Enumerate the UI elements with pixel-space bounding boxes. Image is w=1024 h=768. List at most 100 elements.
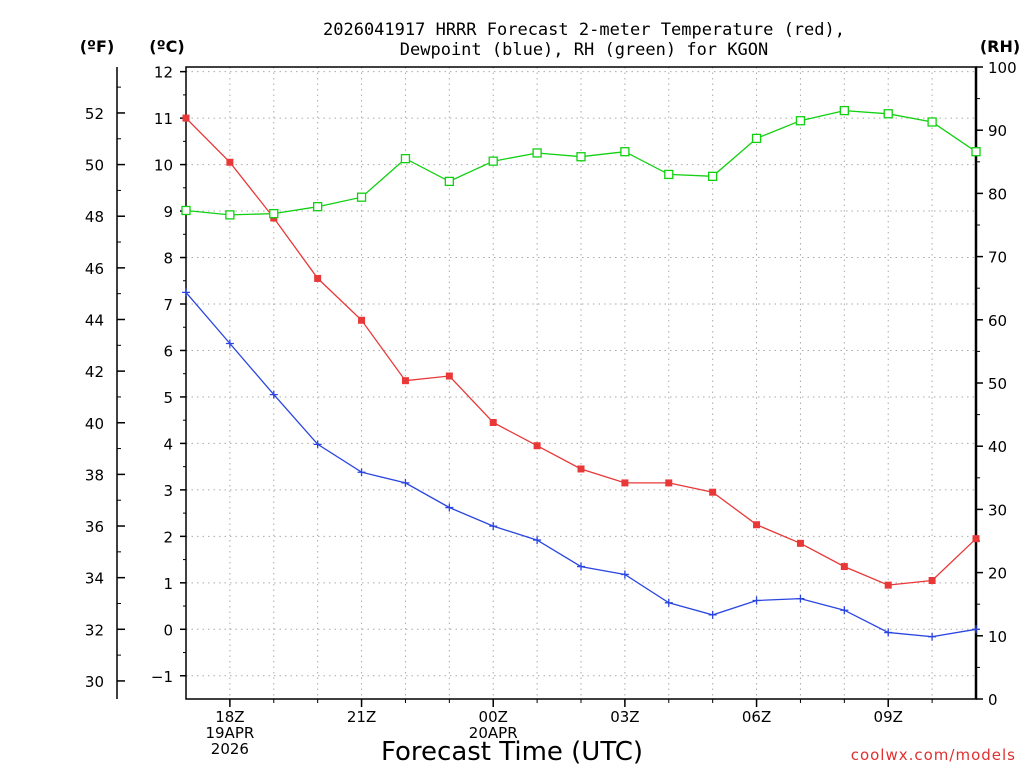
dewpoint-point xyxy=(796,594,805,603)
celsius-tick-label: 2 xyxy=(163,528,173,546)
temperature-point xyxy=(796,539,804,547)
temperature-point xyxy=(489,419,497,426)
celsius-tick-label: 0 xyxy=(163,621,173,639)
celsius-tick-label: 3 xyxy=(163,482,173,500)
celsius-tick-label: 1 xyxy=(163,575,173,593)
celsius-tick-label: 8 xyxy=(163,250,173,268)
rh-point xyxy=(620,147,630,157)
celsius-tick-label: 11 xyxy=(154,110,173,128)
celsius-tick-label: 6 xyxy=(163,342,173,360)
fahrenheit-tick-label: 52 xyxy=(85,105,104,123)
rh-point xyxy=(181,205,191,216)
series-layer xyxy=(181,105,981,641)
rh-point xyxy=(356,192,367,202)
rh-point xyxy=(708,171,718,181)
time-tick-label: 2026 xyxy=(211,740,249,758)
dewpoint-point xyxy=(489,522,498,531)
dewpoint-point xyxy=(664,598,673,607)
dewpoint-point xyxy=(533,536,542,545)
fahrenheit-tick-label: 40 xyxy=(85,415,104,433)
rh-point xyxy=(225,210,235,220)
fahrenheit-tick-label: 36 xyxy=(85,518,104,536)
time-tick-label: 20APR xyxy=(469,724,518,742)
temperature-point xyxy=(445,372,453,380)
rh-axis: 0 10 20 30 40 50 60 70 80 90 100 xyxy=(976,59,1017,709)
temperature-point xyxy=(577,465,585,473)
temperature-point xyxy=(709,488,717,496)
rh-point xyxy=(971,147,981,157)
celsius-unit-label: (ºC) xyxy=(149,37,184,56)
fahrenheit-tick-label: 42 xyxy=(85,363,104,381)
fahrenheit-tick-label: 48 xyxy=(85,208,104,226)
celsius-tick-label: 4 xyxy=(163,435,173,453)
rh-point xyxy=(444,176,454,187)
celsius-tick-label: 5 xyxy=(163,389,173,407)
fahrenheit-tick-label: 30 xyxy=(85,673,104,691)
rh-point xyxy=(532,148,542,158)
temperature-point xyxy=(972,535,980,543)
rh-point xyxy=(839,105,849,116)
chart-title-line1: 2026041917 HRRR Forecast 2-meter Tempera… xyxy=(323,20,845,40)
dewpoint-point xyxy=(972,625,980,634)
temperature-point xyxy=(358,316,366,324)
temperature-point xyxy=(840,563,848,571)
time-tick-label: 21Z xyxy=(347,708,376,726)
rh-point xyxy=(400,153,411,164)
series-0 xyxy=(182,114,980,589)
temperature-point xyxy=(665,479,673,487)
time-tick-label: 00Z xyxy=(479,708,508,726)
series-1 xyxy=(182,288,980,641)
rh-point xyxy=(795,116,806,126)
rh-unit-label: (RH) xyxy=(980,37,1020,56)
rh-point xyxy=(576,152,586,162)
celsius-tick-label: −1 xyxy=(151,668,173,686)
dewpoint-point xyxy=(401,478,410,487)
fahrenheit-tick-label: 32 xyxy=(85,621,104,639)
time-tick-label: 03Z xyxy=(610,708,639,726)
rh-point xyxy=(751,133,762,144)
dewpoint-point xyxy=(445,503,454,512)
rh-point xyxy=(488,156,498,166)
rh-tick-label: 80 xyxy=(988,185,1007,203)
rh-tick-label: 10 xyxy=(988,628,1007,646)
dewpoint-point xyxy=(269,390,278,399)
celsius-tick-label: 7 xyxy=(163,296,173,314)
rh-tick-label: 0 xyxy=(988,691,998,709)
rh-point xyxy=(313,202,323,212)
dewpoint-point xyxy=(752,596,761,605)
dewpoint-point xyxy=(928,632,937,641)
temperature-point xyxy=(401,377,409,385)
grid-lines xyxy=(186,67,976,699)
time-tick-label: 06Z xyxy=(742,708,771,726)
dewpoint-point xyxy=(357,468,366,477)
time-tick-label: 18Z xyxy=(215,708,244,726)
rh-point xyxy=(269,208,279,219)
rh-point xyxy=(664,169,674,180)
dewpoint-point xyxy=(182,288,190,297)
dewpoint-point xyxy=(884,628,893,637)
fahrenheit-unit-label: (ºF) xyxy=(80,37,115,56)
celsius-tick-label: 9 xyxy=(163,203,173,221)
dewpoint-point xyxy=(620,570,629,579)
fahrenheit-tick-label: 50 xyxy=(85,157,104,175)
temperature-point xyxy=(621,479,629,487)
credit-text: coolwx.com/models xyxy=(851,746,1016,764)
temperature-point xyxy=(182,114,190,122)
dewpoint-point xyxy=(313,440,322,449)
temperature-point xyxy=(884,581,892,589)
temperature-point xyxy=(533,442,541,450)
temperature-point xyxy=(928,577,936,584)
fahrenheit-tick-label: 46 xyxy=(85,260,104,278)
fahrenheit-axis: 30 32 34 36 38 40 42 44 46 48 50 52 xyxy=(85,86,125,691)
rh-tick-label: 90 xyxy=(988,122,1007,140)
fahrenheit-tick-label: 34 xyxy=(85,570,104,588)
fahrenheit-tick-label: 44 xyxy=(85,311,104,329)
rh-point xyxy=(883,109,893,119)
temperature-point xyxy=(753,521,761,529)
fahrenheit-tick-label: 38 xyxy=(85,466,104,484)
rh-tick-label: 70 xyxy=(988,249,1007,267)
rh-tick-label: 30 xyxy=(988,501,1007,519)
dewpoint-point xyxy=(840,606,849,615)
